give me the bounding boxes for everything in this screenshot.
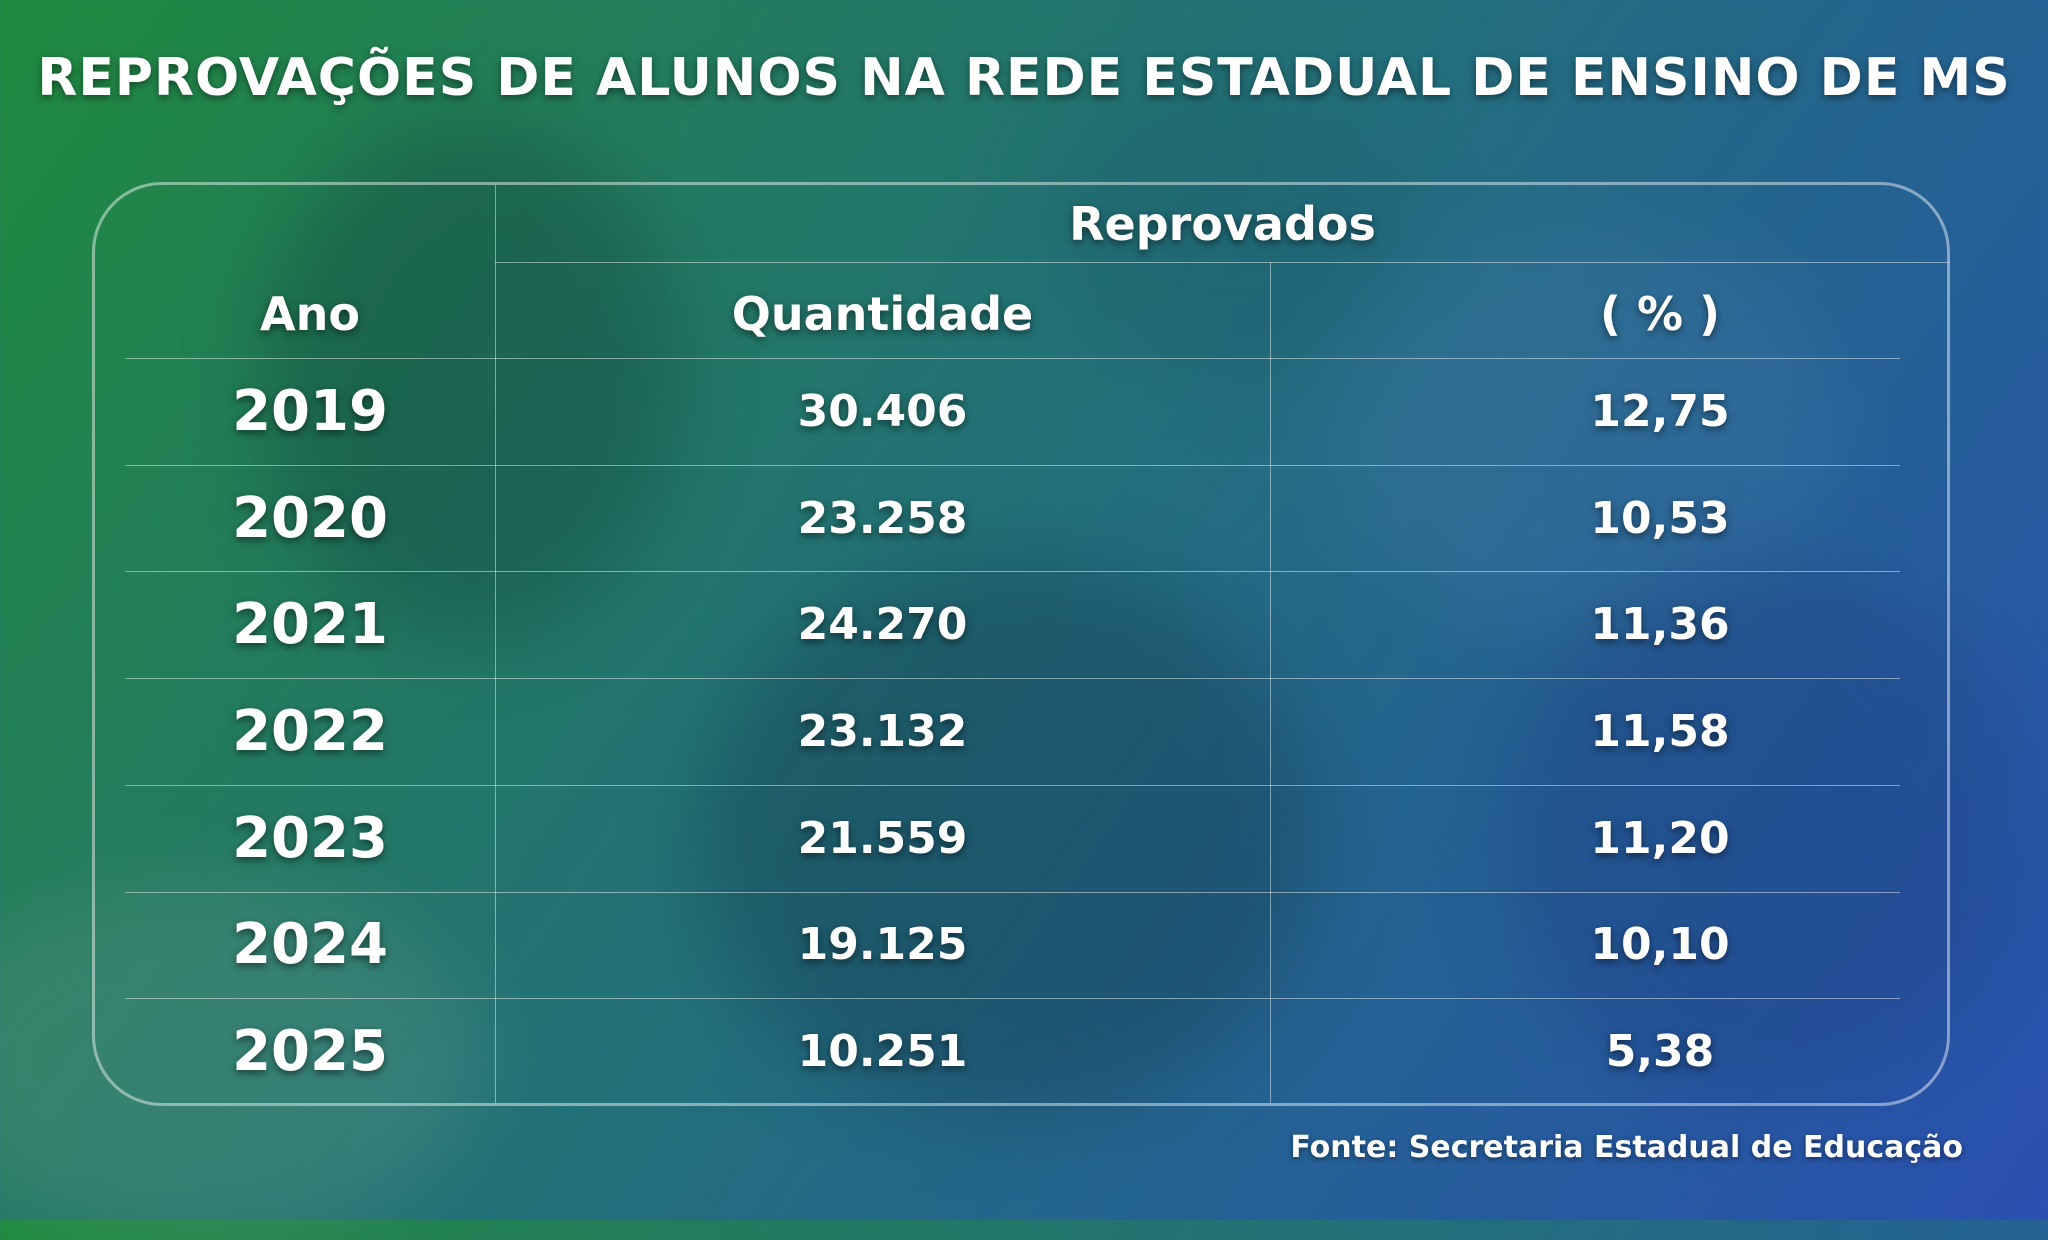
source-note: Fonte: Secretaria Estadual de Educação [1290, 1130, 1963, 1165]
background-blur [0, 880, 480, 1240]
cell-ano: 2019 [232, 378, 388, 444]
column-header-ano: Ano [260, 287, 360, 341]
header-divider [495, 262, 1950, 263]
row-divider [125, 998, 1900, 1000]
row-divider [125, 678, 1900, 680]
column-divider-quantidade [1270, 262, 1271, 1103]
row-divider [125, 571, 1900, 573]
column-header-percentual: ( % ) [1599, 287, 1721, 341]
background-blur [1320, 220, 1840, 640]
column-divider-ano [495, 185, 496, 1103]
cell-ano: 2021 [232, 592, 388, 658]
cell-percentual: 10,53 [1590, 492, 1730, 544]
row-divider [125, 784, 1900, 786]
background-blur [260, 120, 680, 640]
header-bottom-line [125, 358, 1900, 359]
cell-quantidade: 24.270 [797, 599, 968, 651]
background-blur [700, 560, 1320, 1120]
cell-percentual: 12,75 [1590, 385, 1730, 437]
cell-ano: 2024 [232, 912, 388, 978]
cell-quantidade: 21.559 [797, 812, 968, 864]
cell-quantidade: 23.132 [797, 705, 968, 757]
column-header-quantidade: Quantidade [731, 287, 1034, 341]
cell-ano: 2020 [232, 485, 388, 551]
cell-ano: 2025 [232, 1019, 388, 1085]
cell-quantidade: 19.125 [797, 919, 968, 971]
background-blur [1500, 560, 2020, 1100]
row-divider [125, 464, 1900, 466]
cell-percentual: 11,58 [1590, 705, 1730, 757]
row-divider [125, 891, 1900, 893]
cell-percentual: 10,10 [1590, 919, 1730, 971]
table-panel [92, 182, 1950, 1106]
cell-quantidade: 23.258 [797, 492, 968, 544]
reprovados-group-header: Reprovados [1069, 196, 1376, 251]
background-blur [1050, 80, 1410, 380]
cell-ano: 2022 [232, 698, 388, 764]
cell-percentual: 11,36 [1590, 599, 1730, 651]
page-title: REPROVAÇÕES DE ALUNOS NA REDE ESTADUAL D… [37, 48, 2011, 108]
cell-quantidade: 30.406 [797, 385, 968, 437]
cell-percentual: 5,38 [1605, 1026, 1715, 1078]
cell-percentual: 11,20 [1590, 812, 1730, 864]
cell-quantidade: 10.251 [797, 1026, 968, 1078]
cell-ano: 2023 [232, 805, 388, 871]
